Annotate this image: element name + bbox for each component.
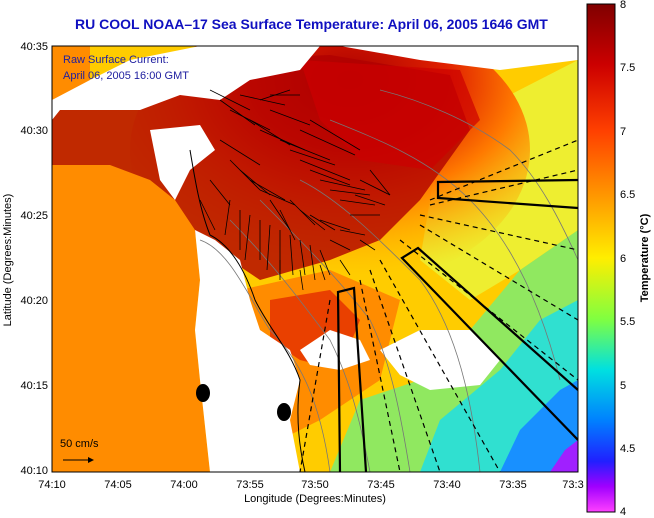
no-data-top-strip [340, 46, 578, 70]
y-tick-label: 40:25 [20, 210, 48, 222]
x-tick-label: 73:50 [301, 479, 329, 491]
survey-solid-lines [336, 178, 578, 472]
colorbar-tick-label: 4.5 [620, 443, 635, 455]
current-label-line1: Raw Surface Current: [63, 54, 169, 66]
y-axis-label: Latitude (Degrees:Minutes) [2, 194, 14, 327]
scale-arrowhead [88, 457, 94, 463]
colorbar-tick-label: 8 [620, 0, 626, 11]
x-axis-label: Longitude (Degrees:Minutes) [244, 493, 386, 505]
sst-red-tongue [300, 60, 480, 170]
y-axis-ticks: 40:35 40:30 40:25 40:20 40:15 40:10 [20, 41, 48, 477]
no-data-sandy-hook [150, 125, 215, 200]
sst-coldest-southeast [500, 380, 578, 472]
x-tick-label: 73:45 [367, 479, 395, 491]
y-tick-label: 40:10 [20, 465, 48, 477]
colorbar [586, 3, 616, 513]
x-tick-label: 74:00 [170, 479, 198, 491]
current-label-line2: April 06, 2005 16:00 GMT [63, 70, 189, 82]
colorbar-tick-label: 4 [620, 506, 626, 518]
x-tick-label: 73:3 [562, 479, 583, 491]
colorbar-tick-label: 5.5 [620, 316, 635, 328]
x-tick-label: 73:35 [499, 479, 527, 491]
land-west [52, 46, 90, 100]
surface-current-vectors [199, 89, 391, 291]
colorbar-tick-label: 5 [620, 380, 626, 392]
scale-label: 50 cm/s [60, 438, 99, 450]
x-axis-ticks: 74:10 74:05 74:00 73:55 73:50 73:45 73:4… [38, 479, 583, 491]
colorbar-ticks: 8 7.5 7 6.5 6 5.5 5 4.5 4 [620, 0, 635, 518]
x-tick-label: 73:55 [236, 479, 264, 491]
no-data-north-white [52, 46, 320, 120]
colorbar-tick-label: 6.5 [620, 189, 635, 201]
colorbar-tick-label: 6 [620, 253, 626, 265]
y-tick-label: 40:30 [20, 125, 48, 137]
x-tick-label: 74:10 [38, 479, 66, 491]
y-tick-label: 40:15 [20, 380, 48, 392]
x-tick-label: 73:40 [433, 479, 461, 491]
land-new-jersey [52, 165, 210, 472]
colorbar-tick-label: 7.5 [620, 62, 635, 74]
coastline [189, 149, 306, 472]
map-plot-area [52, 46, 578, 472]
no-data-cloud-2 [380, 330, 500, 390]
y-tick-label: 40:20 [20, 295, 48, 307]
survey-dashed-lines [299, 139, 578, 472]
no-data-coast-white [195, 230, 300, 472]
station-marker [277, 403, 291, 421]
map-title: RU COOL NOAA–17 Sea Surface Temperature:… [75, 16, 548, 32]
colorbar-tick-label: 7 [620, 126, 626, 138]
station-marker [196, 384, 210, 402]
colorbar-label: Temperature (°C) [639, 213, 651, 302]
y-tick-label: 40:35 [20, 41, 48, 53]
x-tick-label: 74:05 [104, 479, 132, 491]
plot-frame [51, 45, 579, 473]
sst-purple-corner [550, 440, 578, 472]
